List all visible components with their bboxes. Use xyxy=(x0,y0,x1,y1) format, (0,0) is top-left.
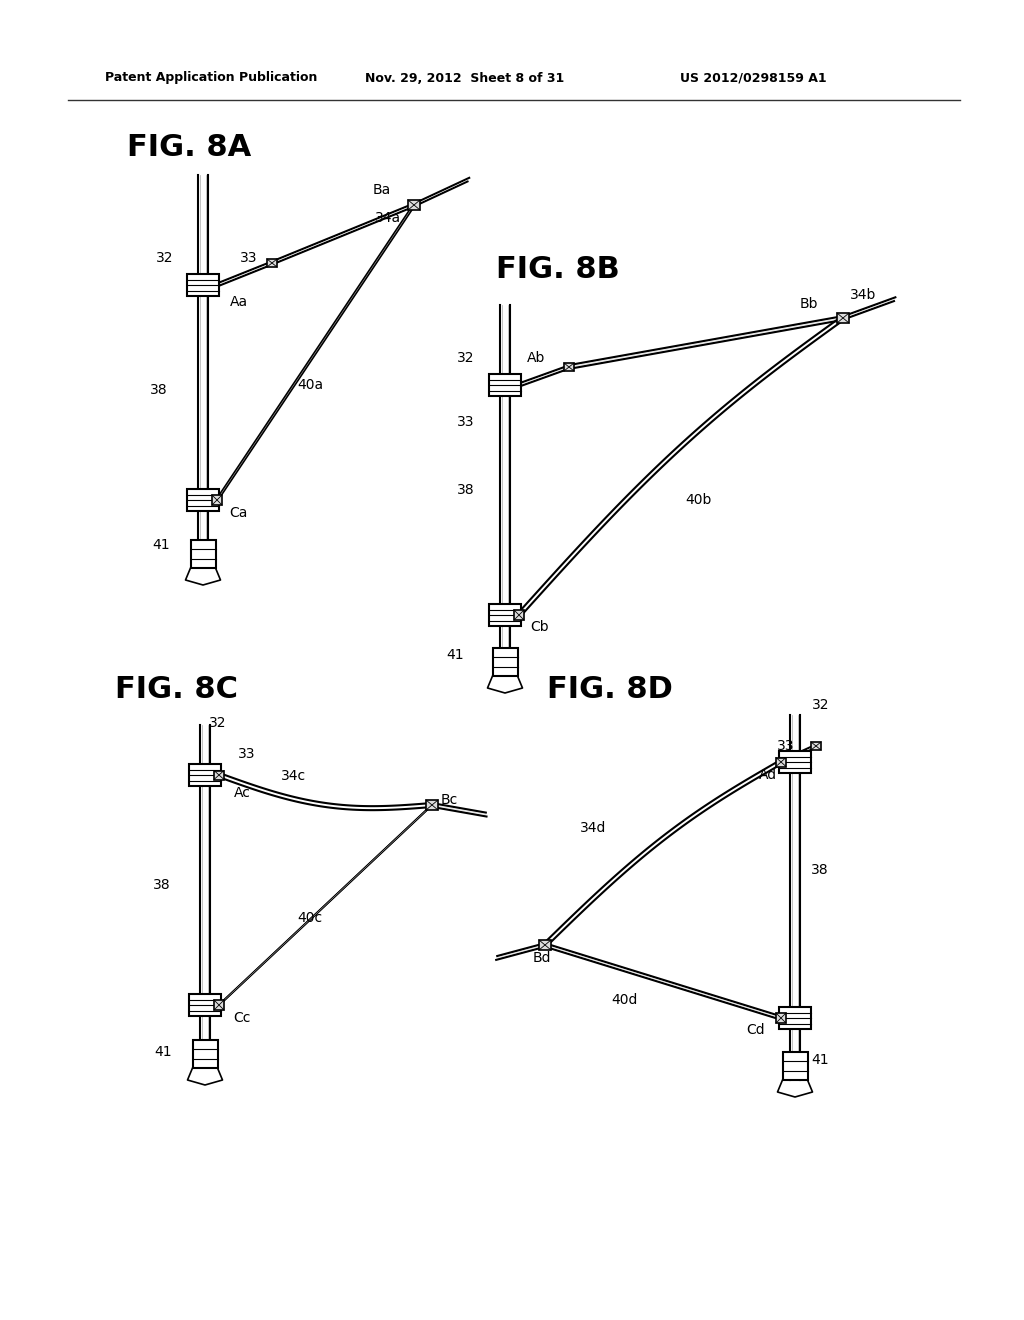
Text: 40a: 40a xyxy=(297,378,323,392)
FancyBboxPatch shape xyxy=(811,742,821,750)
FancyBboxPatch shape xyxy=(212,495,222,506)
Text: 38: 38 xyxy=(457,483,475,498)
Text: FIG. 8D: FIG. 8D xyxy=(547,676,673,705)
Text: 34d: 34d xyxy=(580,821,606,836)
Text: 33: 33 xyxy=(239,747,256,762)
Text: FIG. 8C: FIG. 8C xyxy=(115,676,238,705)
Polygon shape xyxy=(413,178,469,207)
FancyBboxPatch shape xyxy=(187,488,219,511)
Polygon shape xyxy=(517,317,844,616)
Text: 41: 41 xyxy=(446,648,464,663)
Text: 38: 38 xyxy=(154,878,171,892)
FancyBboxPatch shape xyxy=(779,751,811,774)
Text: 40d: 40d xyxy=(611,993,638,1007)
Text: Ad: Ad xyxy=(759,768,777,781)
FancyBboxPatch shape xyxy=(193,1040,217,1068)
Text: Ca: Ca xyxy=(228,506,247,520)
Polygon shape xyxy=(216,261,272,286)
Text: Bd: Bd xyxy=(532,950,551,965)
Text: US 2012/0298159 A1: US 2012/0298159 A1 xyxy=(680,71,826,84)
FancyBboxPatch shape xyxy=(267,259,278,267)
FancyBboxPatch shape xyxy=(187,275,219,296)
Polygon shape xyxy=(780,744,817,764)
Text: 33: 33 xyxy=(241,251,258,265)
Text: Ac: Ac xyxy=(233,785,251,800)
Polygon shape xyxy=(545,942,781,1020)
FancyBboxPatch shape xyxy=(408,201,420,210)
Polygon shape xyxy=(518,366,569,387)
Text: 33: 33 xyxy=(777,739,795,752)
Polygon shape xyxy=(843,297,895,319)
Text: Bc: Bc xyxy=(440,793,458,807)
FancyBboxPatch shape xyxy=(539,940,551,950)
FancyBboxPatch shape xyxy=(426,800,438,810)
Text: Bb: Bb xyxy=(800,297,818,312)
FancyBboxPatch shape xyxy=(214,1001,224,1010)
Text: FIG. 8B: FIG. 8B xyxy=(496,256,620,285)
FancyBboxPatch shape xyxy=(489,374,521,396)
FancyBboxPatch shape xyxy=(214,771,224,780)
Text: 38: 38 xyxy=(151,383,168,397)
FancyBboxPatch shape xyxy=(837,313,849,323)
Text: 41: 41 xyxy=(153,539,170,552)
Text: Ab: Ab xyxy=(526,351,545,366)
Text: Nov. 29, 2012  Sheet 8 of 31: Nov. 29, 2012 Sheet 8 of 31 xyxy=(365,71,564,84)
FancyBboxPatch shape xyxy=(779,1007,811,1030)
Polygon shape xyxy=(218,804,433,1006)
FancyBboxPatch shape xyxy=(190,540,215,568)
Polygon shape xyxy=(432,803,486,817)
Text: 32: 32 xyxy=(458,351,475,366)
Text: 34b: 34b xyxy=(850,288,877,302)
FancyBboxPatch shape xyxy=(493,648,517,676)
Text: FIG. 8A: FIG. 8A xyxy=(127,133,251,162)
FancyBboxPatch shape xyxy=(489,605,521,626)
FancyBboxPatch shape xyxy=(189,994,221,1016)
Polygon shape xyxy=(568,315,844,370)
FancyBboxPatch shape xyxy=(514,610,524,620)
Polygon shape xyxy=(271,203,415,265)
Text: 41: 41 xyxy=(811,1053,828,1067)
FancyBboxPatch shape xyxy=(782,1052,808,1080)
Text: Cc: Cc xyxy=(233,1011,251,1026)
Text: Cd: Cd xyxy=(746,1023,765,1038)
Text: 32: 32 xyxy=(812,698,829,711)
Text: 38: 38 xyxy=(811,863,828,876)
Text: Aa: Aa xyxy=(230,294,248,309)
Text: Cb: Cb xyxy=(530,620,549,634)
Text: 33: 33 xyxy=(458,414,475,429)
Text: 34c: 34c xyxy=(281,770,305,783)
Polygon shape xyxy=(544,760,782,946)
FancyBboxPatch shape xyxy=(776,758,786,767)
Text: Patent Application Publication: Patent Application Publication xyxy=(105,71,317,84)
Text: 32: 32 xyxy=(157,251,174,265)
FancyBboxPatch shape xyxy=(189,764,221,785)
Polygon shape xyxy=(218,774,432,810)
FancyBboxPatch shape xyxy=(776,1012,786,1023)
Polygon shape xyxy=(215,203,416,502)
Text: Ba: Ba xyxy=(373,183,391,197)
Text: 32: 32 xyxy=(209,715,226,730)
Text: 34a: 34a xyxy=(375,211,401,224)
Polygon shape xyxy=(497,942,546,960)
Text: 41: 41 xyxy=(155,1045,172,1059)
FancyBboxPatch shape xyxy=(564,363,574,371)
Text: 40b: 40b xyxy=(685,492,712,507)
Text: 40c: 40c xyxy=(297,911,323,925)
